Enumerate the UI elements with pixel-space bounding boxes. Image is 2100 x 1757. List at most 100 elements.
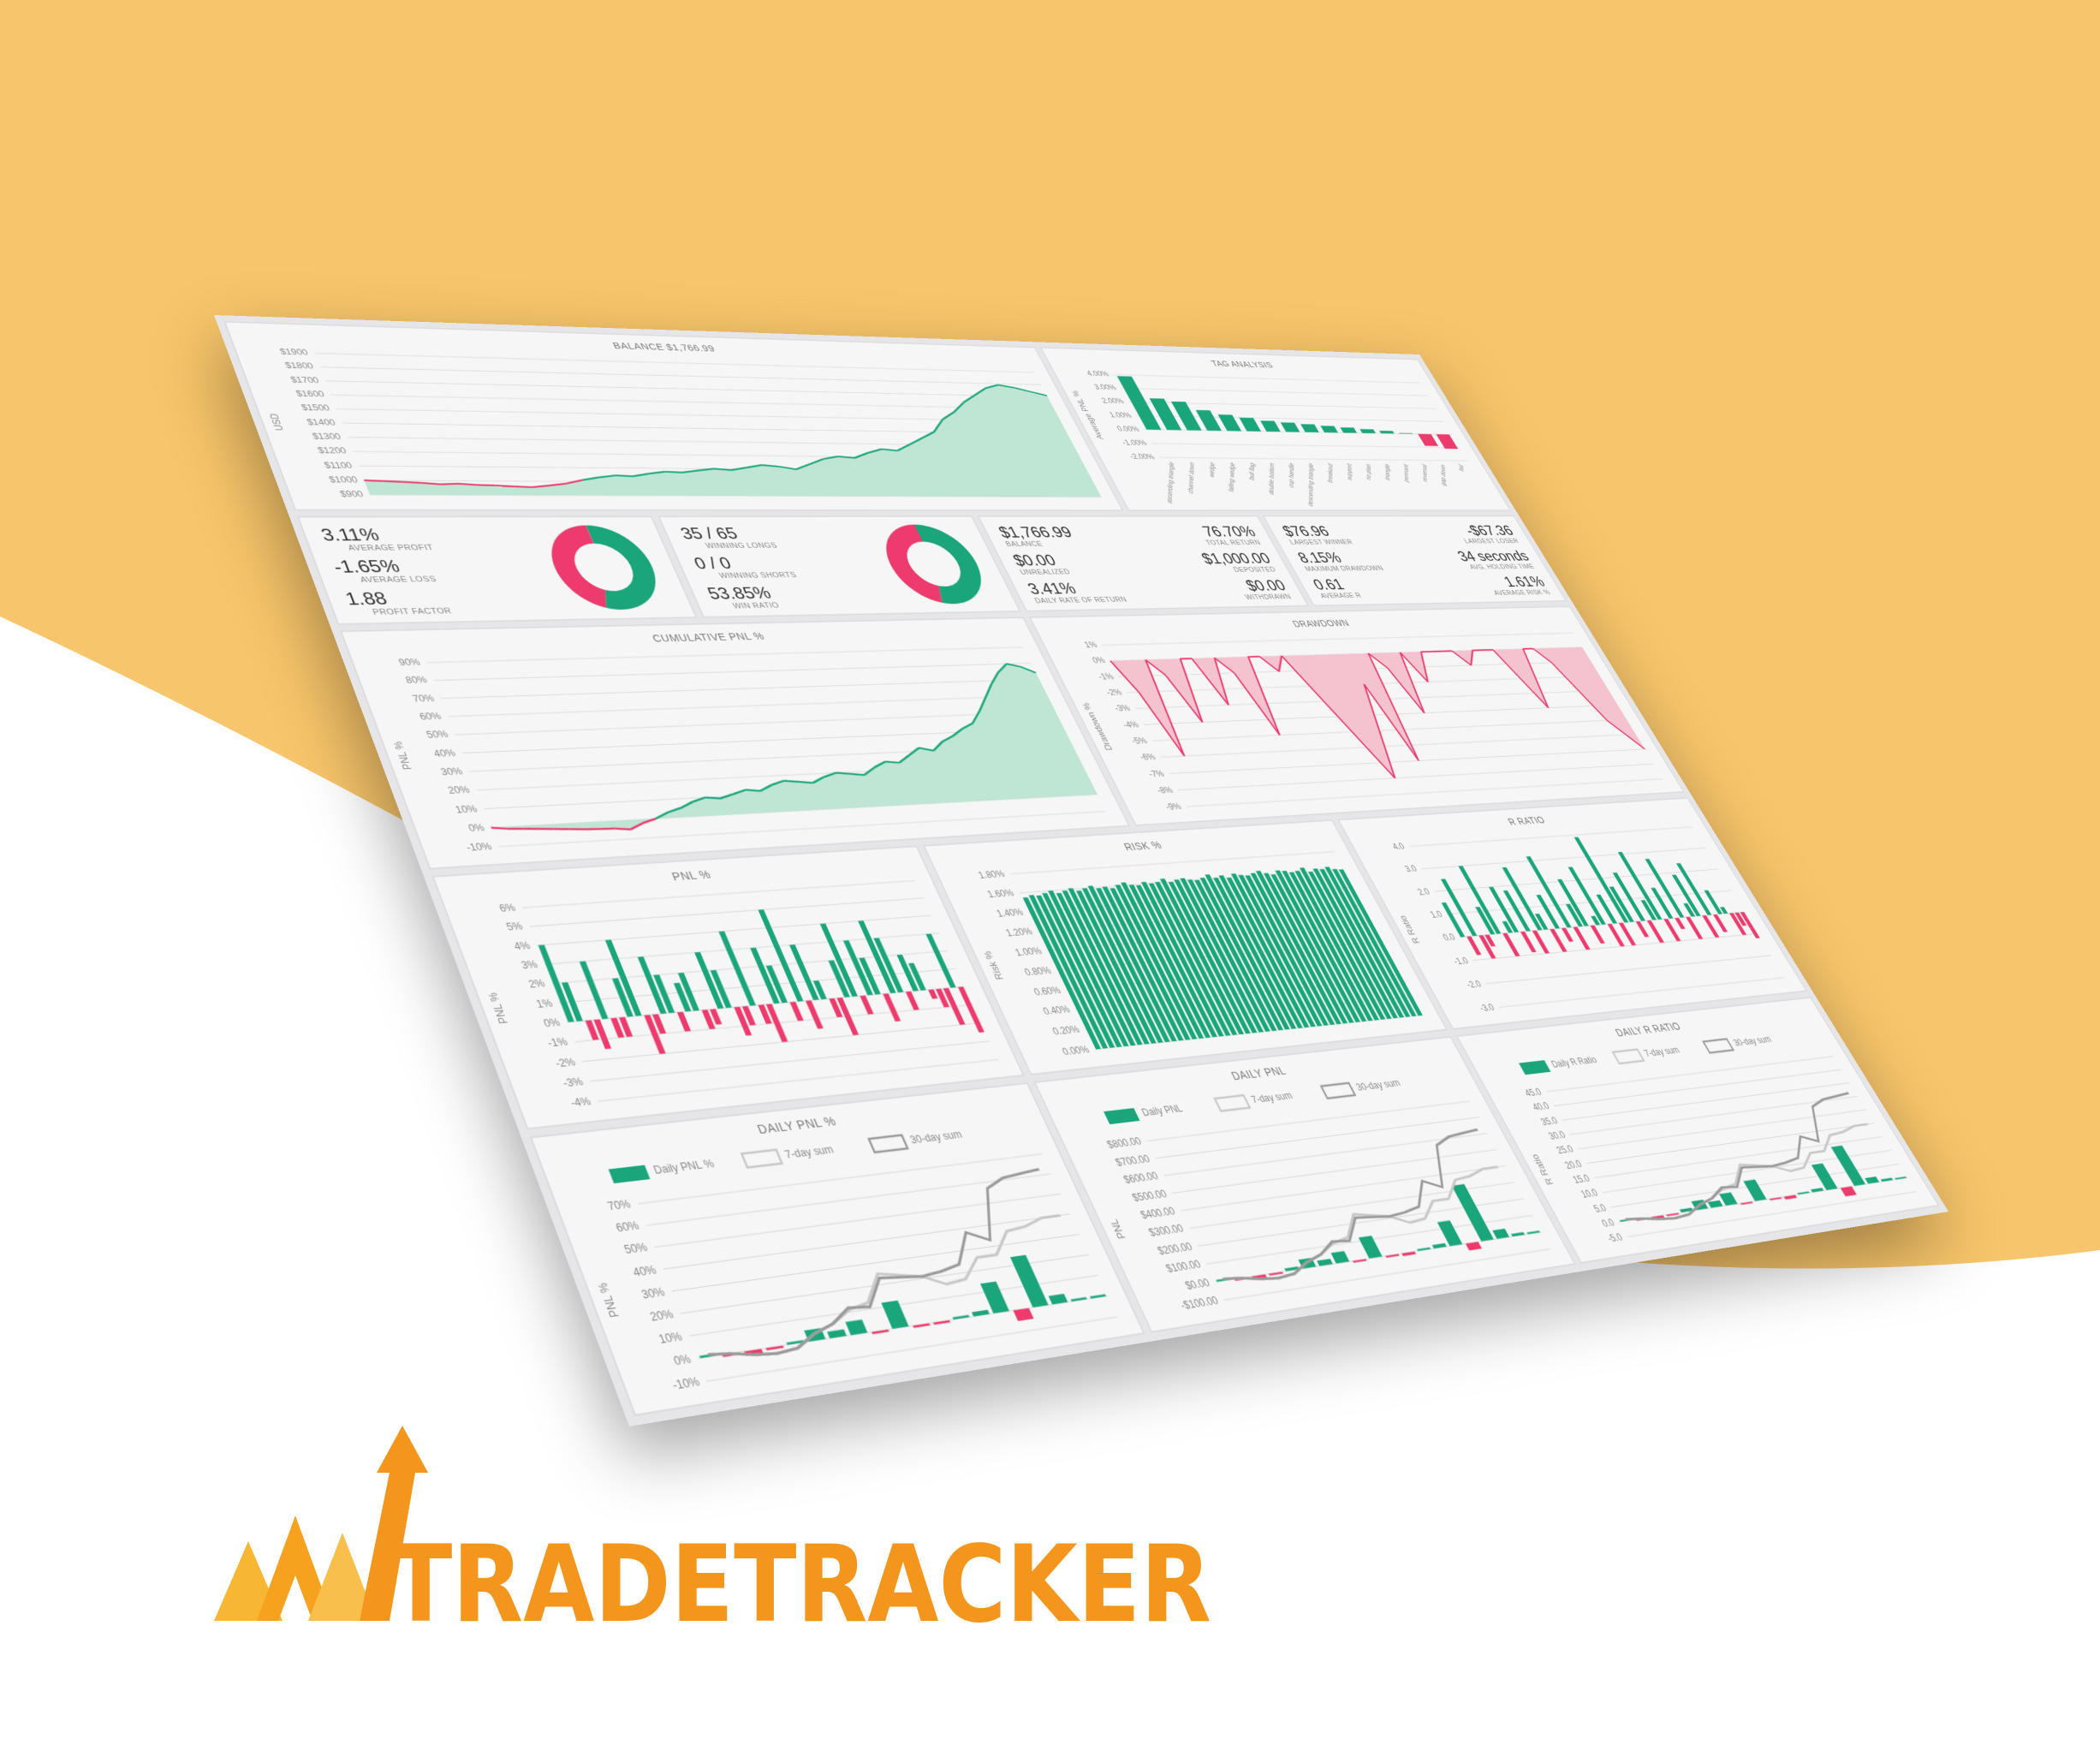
line-segment <box>554 828 569 830</box>
stat-value: 3.41% <box>1025 581 1079 599</box>
y-tick-label: 6% <box>498 902 518 914</box>
bar <box>1087 885 1170 1043</box>
y-tick-label: -5% <box>1130 736 1150 746</box>
y-tick-label: 0.0 <box>1600 1218 1616 1230</box>
y-tick-label: -2.00% <box>1128 453 1157 461</box>
line-segment <box>496 485 515 486</box>
y-tick-label: 4.00% <box>1086 370 1111 378</box>
y-tick-label: $900 <box>339 490 365 499</box>
y-tick-label: -$100.00 <box>1179 1295 1221 1313</box>
y-tick-label: 2.0 <box>1416 887 1431 897</box>
x-tick-label: ascending triangle <box>1165 461 1175 505</box>
line-segment <box>585 828 600 830</box>
y-tick-label: 3.00% <box>1093 384 1119 392</box>
y-tick-label: 1.00% <box>1108 411 1133 419</box>
x-tick-label: breakout <box>1326 462 1334 484</box>
x-tick-label: double bottom <box>1267 462 1276 496</box>
bar <box>1159 878 1245 1035</box>
line-segment <box>600 828 615 829</box>
panel <box>1338 798 1806 1029</box>
y-tick-label: -1.00% <box>1121 439 1149 447</box>
y-tick-label: 90% <box>397 658 422 668</box>
y-tick-label: $1700 <box>289 376 320 385</box>
chart-title: RISK % <box>1122 839 1164 853</box>
line-segment <box>364 480 383 481</box>
panel <box>1457 998 1938 1263</box>
chart-title: PNL % <box>670 868 713 883</box>
y-tick-label: 1.80% <box>977 869 1007 881</box>
chart-title: DRAWDOWN <box>1291 618 1352 629</box>
x-tick-label: bull flag <box>1247 462 1256 482</box>
chart-title: BALANCE $1,766.99 <box>611 341 717 354</box>
legend-label: 7-day sum <box>783 1144 836 1161</box>
y-tick-label: 0.40% <box>1042 1004 1073 1017</box>
y-tick-label: 0% <box>542 1017 562 1030</box>
stat-value: $1,766.99 <box>996 524 1075 541</box>
stat-label: LARGEST LOSER <box>1463 538 1520 545</box>
y-tick-label: 0.0 <box>1442 933 1457 944</box>
area <box>433 663 1102 837</box>
y-tick-label: 1% <box>534 998 555 1010</box>
bar <box>1115 884 1198 1039</box>
y-tick-label: 30% <box>439 766 465 777</box>
y-tick-label: $600.00 <box>1122 1170 1161 1186</box>
y-tick-label: 30.0 <box>1547 1130 1568 1142</box>
y-tick-label: 0.00% <box>1061 1045 1092 1057</box>
y-tick-label: $0.00 <box>1183 1278 1211 1292</box>
area <box>320 368 1102 497</box>
line-segment <box>508 828 523 830</box>
stat-value: 34 seconds <box>1455 549 1532 565</box>
y-tick-label: 40% <box>432 748 458 759</box>
x-tick-label: pennant <box>1402 462 1410 483</box>
line-segment <box>616 475 634 476</box>
line-segment <box>402 482 421 483</box>
stat-value: 53.85% <box>705 584 774 603</box>
chart-title: R RATIO <box>1506 815 1547 828</box>
y-tick-label: 50% <box>623 1242 651 1257</box>
line-segment <box>665 472 682 473</box>
stat-label: TOTAL RETURN <box>1205 539 1263 547</box>
stat-value: 1.61% <box>1501 574 1548 590</box>
y-tick-label: -3% <box>562 1076 586 1090</box>
x-tick-label: gap down <box>1439 463 1447 487</box>
y-tick-label: 0% <box>1092 657 1108 666</box>
y-tick-label: $1400 <box>306 418 336 427</box>
y-tick-label: -7% <box>1147 769 1167 779</box>
panel <box>659 516 1020 617</box>
stat-value: -1.65% <box>330 557 402 577</box>
y-tick-label: $700.00 <box>1114 1153 1152 1169</box>
line-segment <box>569 828 585 830</box>
y-tick-label: -2% <box>554 1057 578 1070</box>
chart-title: DAILY PNL <box>1229 1064 1288 1082</box>
y-tick-label: $1600 <box>294 390 325 399</box>
y-tick-label: 70% <box>606 1199 634 1213</box>
dashboard-canvas: BALANCE $1,766.99 $900 $1000 $1100 $1200 $130… <box>214 315 1949 1426</box>
y-tick-label: 1.00% <box>1014 946 1044 958</box>
y-tick-label: $1200 <box>317 446 348 456</box>
stat-value: 0 / 0 <box>691 555 735 573</box>
y-tick-label: -3.0 <box>1478 1003 1496 1014</box>
stat-label: UNREALIZED <box>1019 569 1072 577</box>
y-tick-label: 80% <box>404 676 429 686</box>
stat-label: BALANCE <box>1004 540 1044 548</box>
y-tick-label: -5.0 <box>1606 1232 1625 1245</box>
y-tick-label: 45.0 <box>1523 1087 1544 1099</box>
y-tick-label: -8% <box>1156 786 1175 796</box>
y-tick-label: -1.0 <box>1452 956 1471 967</box>
y-tick-label: 35.0 <box>1539 1116 1560 1128</box>
stat-value: 1.88 <box>342 589 390 609</box>
y-tick-label: $1900 <box>279 348 310 357</box>
bar <box>1230 873 1316 1027</box>
stat-value: $0.00 <box>1243 577 1289 594</box>
line-segment <box>384 481 402 482</box>
y-tick-label: 1.40% <box>995 908 1026 920</box>
panel <box>531 1083 1144 1415</box>
line-segment <box>515 486 532 487</box>
line-segment <box>440 484 459 485</box>
logo-icon <box>214 1426 428 1621</box>
y-tick-label: 1.0 <box>1429 910 1444 920</box>
dashboard: BALANCE $1,766.99 $900 $1000 $1100 $1200 $130… <box>214 315 1949 1426</box>
y-tick-label: 40% <box>631 1264 658 1279</box>
